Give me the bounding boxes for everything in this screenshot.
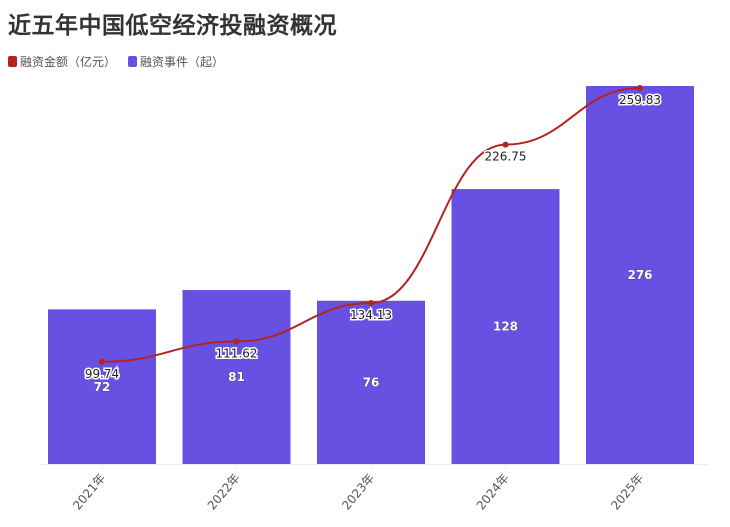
bar [451, 189, 560, 464]
legend-label: 融资事件（起） [140, 55, 225, 69]
bar [586, 86, 694, 464]
bar [182, 290, 291, 464]
legend-swatch-red [8, 56, 17, 67]
line-point [502, 141, 509, 148]
line-data-label: 259.83 [619, 93, 661, 107]
line-series [101, 87, 641, 363]
bar-data-label: 72 [94, 380, 111, 394]
line-data-label: 99.74 [85, 367, 119, 381]
line-point [368, 299, 374, 306]
bar-data-label: 81 [228, 370, 245, 384]
legend-swatch-purple [128, 56, 138, 67]
line-point [233, 338, 240, 345]
line-point [99, 358, 105, 365]
x-tick-label: 2025年 [608, 471, 646, 513]
bar [317, 300, 425, 464]
line-data-label: 134.13 [350, 308, 392, 322]
bar-data-label: 276 [627, 268, 652, 282]
line-data-label: 111.62 [216, 347, 258, 361]
x-tick-label: 2023年 [339, 471, 377, 513]
x-tick-label: 2022年 [205, 471, 243, 513]
chart-title: 近五年中国低空经济投融资概况 [8, 13, 337, 39]
line-data-label: 226.75 [485, 150, 527, 164]
bar-data-label: 128 [493, 320, 518, 334]
x-tick-label: 2021年 [70, 471, 108, 513]
bar [48, 309, 156, 464]
line-point [637, 85, 643, 92]
x-tick-label: 2024年 [474, 471, 512, 513]
legend: 融资金额（亿元） 融资事件（起） [8, 53, 224, 70]
bar-data-label: 76 [363, 375, 380, 389]
legend-label: 融资金额（亿元） [20, 55, 117, 69]
legend-item-amount[interactable]: 融资金额（亿元） [8, 53, 116, 70]
legend-item-events[interactable]: 融资事件（起） [128, 53, 224, 70]
